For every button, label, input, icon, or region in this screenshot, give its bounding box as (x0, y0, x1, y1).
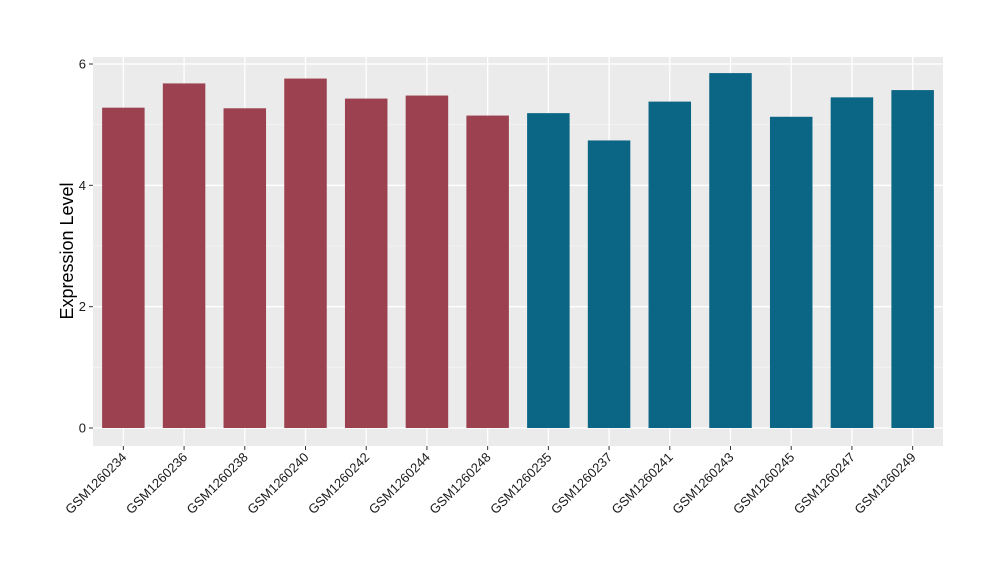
x-tick-label: GSM1260245 (730, 450, 797, 517)
bar-GSM1260245 (769, 116, 813, 428)
bar-GSM1260243 (709, 73, 752, 428)
bar-GSM1260236 (162, 83, 206, 428)
bars-group (102, 73, 934, 429)
x-tick-label: GSM1260249 (851, 450, 918, 517)
y-axis: 0 2 4 6 (79, 57, 93, 436)
x-tick-label: GSM1260235 (487, 450, 554, 517)
bar-GSM1260234 (102, 107, 145, 429)
bar-GSM1260248 (466, 115, 509, 429)
x-tick-label: GSM1260241 (609, 450, 676, 517)
x-tick-label: GSM1260236 (123, 450, 190, 517)
bar-GSM1260235 (527, 113, 570, 428)
x-axis: GSM1260234GSM1260236GSM1260238GSM1260240… (62, 446, 919, 517)
x-tick-label: GSM1260242 (305, 450, 372, 517)
bar-GSM1260244 (405, 95, 449, 429)
bar-GSM1260247 (830, 97, 874, 428)
x-tick-label: GSM1260243 (669, 450, 736, 517)
x-tick-label: GSM1260247 (791, 450, 858, 517)
x-tick-label: GSM1260244 (366, 450, 433, 517)
bar-GSM1260242 (344, 98, 388, 428)
bar-GSM1260237 (587, 140, 631, 428)
bar-GSM1260249 (891, 90, 934, 428)
x-tick-label: GSM1260237 (548, 450, 615, 517)
bar-GSM1260238 (223, 108, 267, 428)
x-tick-label: GSM1260248 (426, 450, 493, 517)
y-tick-label: 4 (79, 178, 86, 193)
y-tick-label: 0 (79, 421, 86, 436)
x-tick-label: GSM1260240 (244, 450, 311, 517)
plot-panel (93, 57, 943, 446)
y-tick-label: 6 (79, 57, 86, 72)
y-axis-title: Expression Level (57, 182, 77, 319)
y-tick-label: 2 (79, 299, 86, 314)
x-tick-label: GSM1260238 (184, 450, 251, 517)
bar-GSM1260241 (648, 101, 692, 428)
bar-GSM1260240 (284, 78, 327, 428)
x-tick-label: GSM1260234 (62, 450, 129, 517)
